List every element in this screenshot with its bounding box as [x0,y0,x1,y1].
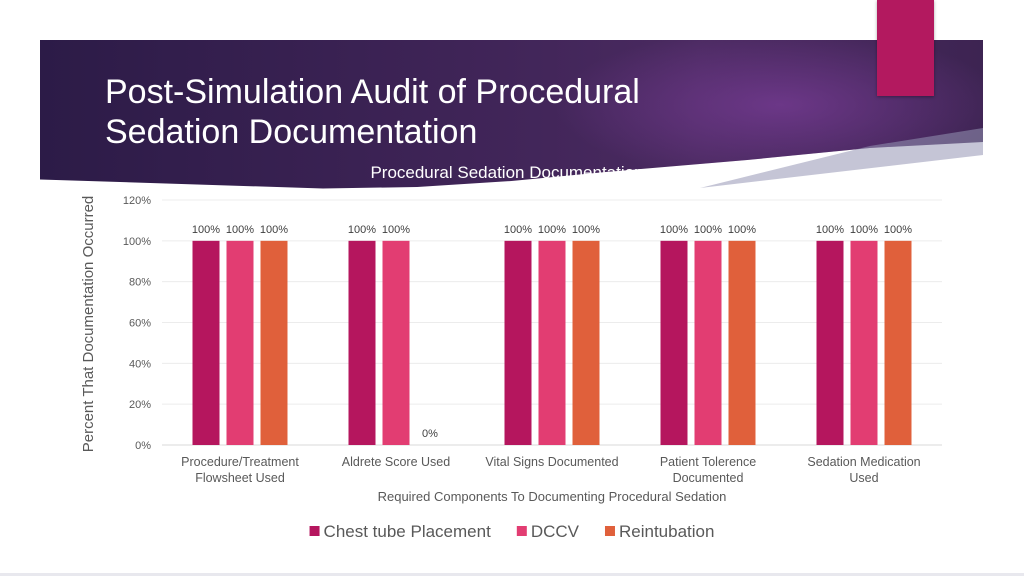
x-tick-label: Sedation Medication Used [807,455,920,485]
data-label: 100% [660,224,688,236]
bar [884,240,912,445]
bars [192,240,912,445]
bar [660,240,688,445]
data-label: 100% [694,224,722,236]
x-tick-label: Patient Tolerence Documented [660,455,756,485]
bar [382,240,410,445]
y-axis-label: Percent That Documentation Occurred [80,196,97,453]
data-label: 0% [422,428,438,440]
y-tick-label: 0% [135,440,151,452]
legend-swatch [516,526,527,536]
bar [260,240,288,445]
bottom-rule [0,573,1024,576]
y-axis-ticks: 0% 20% 40% 60% 80% 100% 120% [123,195,151,452]
data-label: 100% [192,224,220,236]
x-tick-label: Aldrete Score Used [342,455,450,469]
bar [226,240,254,445]
data-labels: 100% 100% 100% 100% 100% 0% 100% 100% 100% 100% 10… [192,224,912,440]
legend-label: Reintubation [619,522,714,541]
bar [538,240,566,445]
legend-swatch [604,526,615,536]
x-axis-ticks: Procedure/Treatment Flowsheet Used Aldrete… [181,455,921,485]
legend: Chest tube Placement DCCV Reintubation [309,522,714,541]
data-label: 100% [850,224,878,236]
y-tick-label: 60% [129,318,151,330]
bar [504,240,532,445]
data-label: 100% [816,224,844,236]
data-label: 100% [348,224,376,236]
legend-swatch [309,526,320,536]
bar [572,240,600,445]
chart-title: Procedural Sedation Documentation [370,163,644,182]
accent-tab [877,0,934,96]
legend-label: Chest tube Placement [324,522,492,541]
data-label: 100% [728,224,756,236]
bar [816,240,844,445]
y-tick-label: 40% [129,358,151,370]
slide-title: Post-Simulation Audit of Procedural Seda… [105,72,745,152]
data-label: 100% [382,224,410,236]
data-label: 100% [572,224,600,236]
data-label: 100% [226,224,254,236]
data-label: 100% [538,224,566,236]
bar [694,240,722,445]
legend-label: DCCV [531,522,580,541]
bar [850,240,878,445]
bar [348,240,376,445]
y-tick-label: 100% [123,236,151,248]
y-tick-label: 80% [129,277,151,289]
bar [192,240,220,445]
x-tick-label: Vital Signs Documented [485,455,618,469]
slide-title-line1: Post-Simulation Audit of Procedural [105,73,640,111]
data-label: 100% [260,224,288,236]
y-tick-label: 120% [123,195,151,207]
x-tick-label: Procedure/Treatment Flowsheet Used [181,455,299,485]
y-tick-label: 20% [129,399,151,411]
data-label: 100% [504,224,532,236]
x-axis-label: Required Components To Documenting Proce… [378,489,727,504]
slide-title-line2: Sedation Documentation [105,113,478,151]
bar [728,240,756,445]
data-label: 100% [884,224,912,236]
